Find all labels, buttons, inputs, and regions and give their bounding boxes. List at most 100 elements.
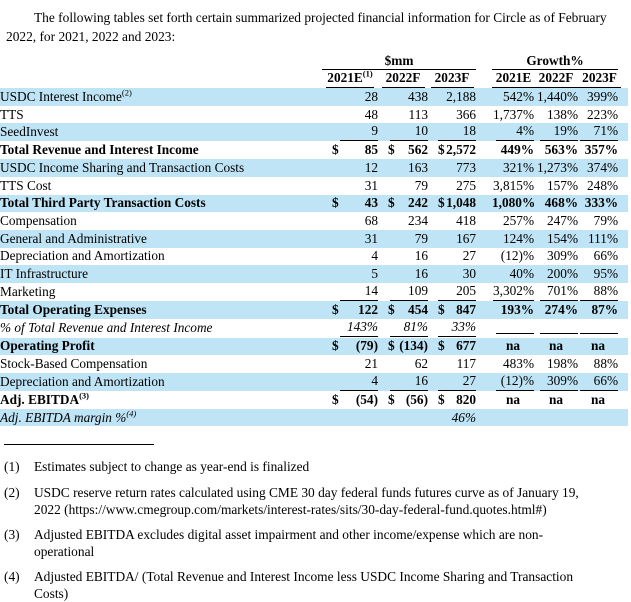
intro-paragraph: The following tables set forth certain s… <box>6 10 607 45</box>
footnote-ref: (3) <box>79 391 89 401</box>
cell-value: 198% <box>547 356 579 372</box>
cell-value: 234 <box>408 213 428 229</box>
cell-value: 143% <box>322 319 378 338</box>
table-row: Adj. EBITDA margin %(4) 46% <box>0 408 629 427</box>
cell-value: 275 <box>456 177 477 193</box>
table-row: Depreciation and Amortization 4 16 27 (12)% 3… <box>0 373 629 391</box>
cell-value: 4 <box>371 248 378 264</box>
footnote-separator <box>4 444 154 446</box>
cell-value: 418 <box>456 213 477 229</box>
cell-value: 19% <box>534 123 579 142</box>
cell-value: 542% <box>492 88 535 106</box>
cell-value: 248% <box>587 177 619 193</box>
dollar-sign: $ <box>438 195 445 211</box>
footnote-text: Estimates subject to change as year-end … <box>34 459 310 475</box>
underlined-value: 88% <box>580 283 619 301</box>
year-header-spacer <box>0 70 322 89</box>
underlined-value: 27 <box>438 373 477 391</box>
cell-value: 274% <box>534 300 579 319</box>
cell-value: $ (134) <box>378 337 428 356</box>
cell-value: $1,048 <box>428 194 477 213</box>
cell-value: $454 <box>378 300 428 319</box>
cell-value: 10 <box>378 123 428 142</box>
row-label: Compensation <box>0 213 77 229</box>
row-pad <box>618 88 629 106</box>
cell-value: $ (54) <box>322 391 378 409</box>
footnote-ref: (2) <box>121 88 132 98</box>
table-row: Total Operating Expenses $122 $454 $847 193%… <box>0 300 629 319</box>
row-pad <box>618 141 628 159</box>
cell-number: 677 <box>456 338 477 354</box>
footnote-marker: (2) <box>4 484 20 500</box>
cell-value: 31 <box>364 177 378 193</box>
underlined-value: 18 <box>438 123 477 142</box>
cell-value: 79 <box>414 177 428 193</box>
column-gap <box>476 123 493 142</box>
cell-value: 205 <box>428 283 477 301</box>
cell-value: 124% <box>492 229 535 248</box>
cell-value <box>534 319 579 338</box>
cell-value: 2,188 <box>428 88 477 106</box>
cell-value: 257% <box>503 213 535 229</box>
row-label: Adj. EBITDA margin %(4) <box>0 408 322 427</box>
row-label: Total Third Party Transaction Costs <box>0 194 322 213</box>
cell-value: na <box>578 337 619 356</box>
table-row: USDC Income Sharing and Transaction Cost… <box>0 159 629 177</box>
year-label: 2023F <box>430 70 474 89</box>
footnote-ref-1: (1) <box>362 68 373 79</box>
cell-value: 333% <box>578 194 619 213</box>
cell-value: 4% <box>492 123 535 142</box>
cell-number: (79) <box>355 338 378 354</box>
cell-value <box>578 408 619 427</box>
col-group-mm: $mm <box>322 53 477 71</box>
cell-value: (12)% <box>492 373 535 391</box>
row-pad <box>618 319 628 338</box>
dollar-sign: $ <box>332 338 339 354</box>
cell-value: 66% <box>578 373 619 391</box>
cell-value: 321% <box>492 159 535 177</box>
cell-value: 4 <box>322 373 378 391</box>
cell-value: 79 <box>378 229 428 248</box>
cell-value: 16 <box>378 265 428 283</box>
row-pad <box>618 283 628 301</box>
underlined-value: 3,302% <box>493 283 535 301</box>
cell-value: 438 <box>378 88 428 106</box>
footnote-marker: (3) <box>4 526 20 542</box>
row-pad <box>618 265 629 283</box>
dollar-sign: $ <box>332 142 339 158</box>
row-label: Total Revenue and Interest Income <box>0 142 199 158</box>
cell-value: 88% <box>578 283 619 301</box>
row-label: Marketing <box>0 283 56 299</box>
underlined-value: 33% <box>438 319 477 338</box>
column-gap <box>476 319 492 338</box>
cell-value: 157% <box>547 177 579 193</box>
cell-value: 449% <box>500 142 535 158</box>
cell-value <box>578 319 619 338</box>
cell-value: 62 <box>414 356 428 372</box>
cell-value: 81% <box>378 319 428 338</box>
cell-value: 87% <box>578 300 619 319</box>
cell-value: (12)% <box>500 248 535 264</box>
year-label: 2022F <box>381 70 425 89</box>
column-gap <box>476 141 492 159</box>
row-label: Depreciation and Amortization <box>0 373 322 391</box>
table-body: USDC Interest Income(2) 28 438 2,188 542% 1,4… <box>0 88 629 427</box>
table-row: USDC Interest Income(2) 28 438 2,188 542% 1,4… <box>0 88 629 106</box>
table-row: Depreciation and Amortization 4 16 27 (12)% 3… <box>0 248 628 266</box>
cell-number: 454 <box>408 301 428 317</box>
cell-value: 374% <box>578 159 619 177</box>
cell-value: 79% <box>593 213 619 229</box>
financial-table: $mm Growth% 2021E(1) 2022F 2023F 2021E 2… <box>0 53 629 427</box>
cell-value: 66% <box>593 248 619 264</box>
row-pad <box>618 106 628 124</box>
footnote-text: USDC reserve return rates calculated usi… <box>34 484 579 517</box>
row-label: Total Operating Expenses <box>0 300 322 319</box>
cell-value <box>492 319 535 338</box>
cell-value: 563% <box>544 142 579 158</box>
dollar-sign: $ <box>438 338 445 354</box>
cell-number: 85 <box>364 142 378 158</box>
row-pad <box>618 337 629 356</box>
cell-value <box>378 408 428 427</box>
column-gap <box>476 212 492 230</box>
